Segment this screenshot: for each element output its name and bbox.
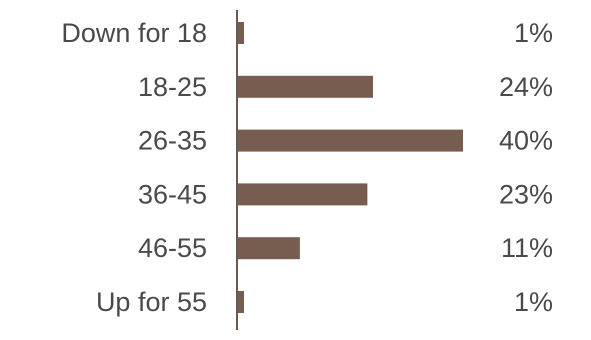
labels-group: Down for 18 1% 18-25 24% 26-35 40% 36-45 23% 46-… [61,18,553,317]
category-label-0: Down for 18 [61,18,207,48]
value-label-2: 40% [499,126,553,156]
bar-2 [238,129,463,152]
value-label-4: 11% [501,233,553,263]
category-label-2: 26-35 [138,126,207,156]
category-label-3: 36-45 [138,179,207,209]
bar-0 [238,22,244,44]
bar-3 [238,183,368,206]
value-label-3: 23% [499,179,553,209]
bars-group [238,22,463,313]
bar-4 [238,237,300,260]
value-label-1: 24% [499,72,553,102]
category-label-5: Up for 55 [96,287,207,317]
bar-5 [238,291,244,313]
value-label-5: 1% [514,287,553,317]
bar-1 [238,75,373,98]
category-label-1: 18-25 [138,72,207,102]
category-label-4: 46-55 [138,233,207,263]
value-label-0: 1% [514,18,553,48]
